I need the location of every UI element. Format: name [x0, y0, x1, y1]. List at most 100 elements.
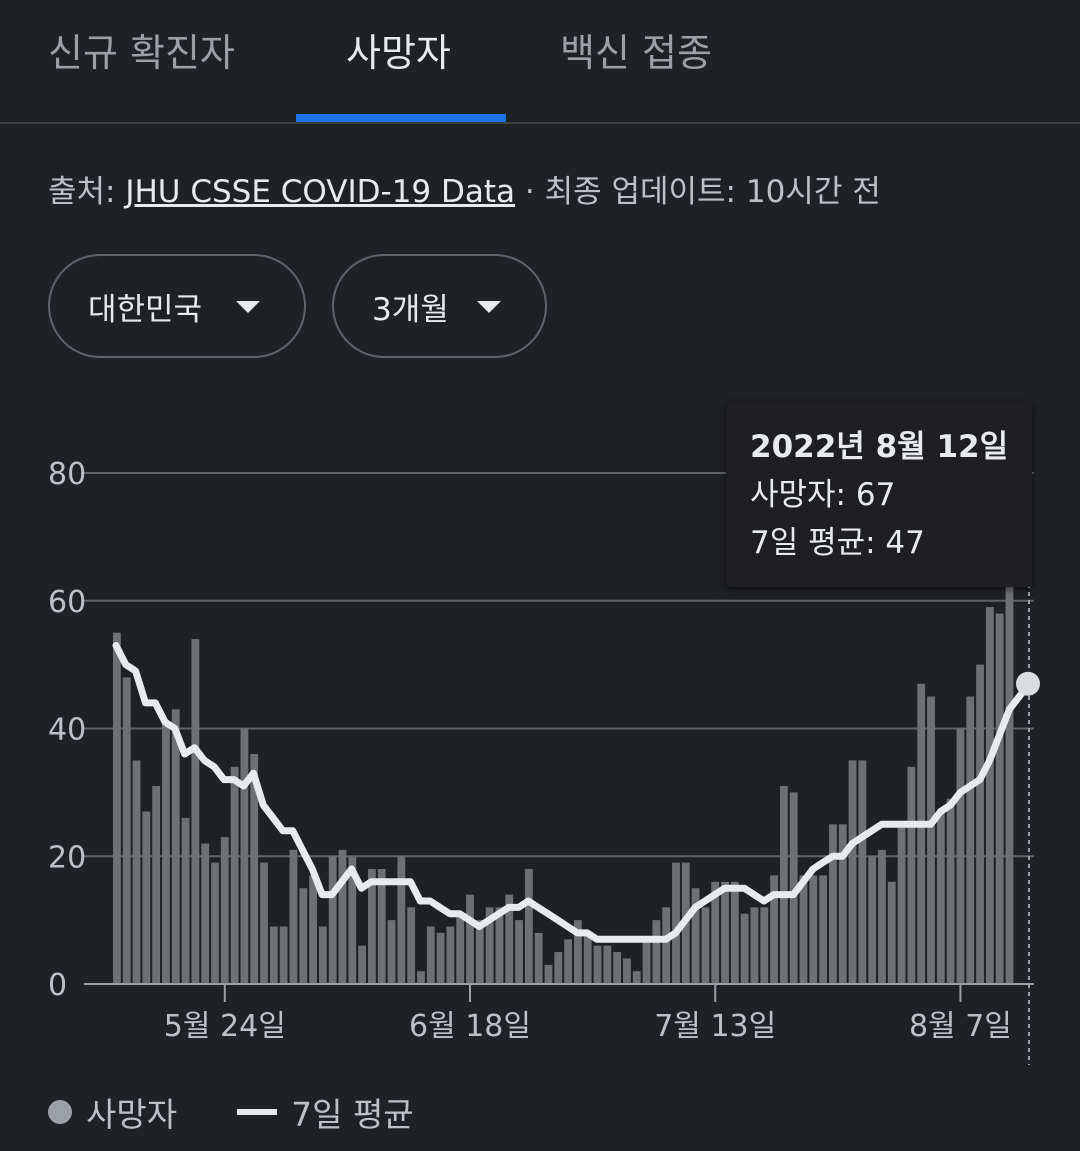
bar [838, 824, 847, 984]
source-link[interactable]: JHU CSSE COVID-19 Data [125, 174, 516, 210]
legend-average: 7일 평균 [291, 1095, 414, 1134]
bar [230, 766, 239, 984]
update-info: · 최종 업데이트: 10시간 전 [515, 174, 881, 210]
bar [368, 869, 376, 984]
bar [299, 888, 308, 984]
country-dropdown[interactable]: 대한민국 [48, 254, 306, 358]
bar [456, 913, 465, 984]
bar [515, 920, 523, 984]
bar [858, 760, 867, 984]
active-tab-indicator [296, 114, 506, 122]
tab-deaths[interactable]: 사망자 [346, 31, 451, 75]
x-tick-label: 6월 18일 [409, 1009, 531, 1044]
bar [887, 881, 896, 984]
bar [220, 837, 229, 984]
y-tick-label: 0 [48, 968, 67, 1003]
bar [966, 696, 975, 984]
bar [564, 939, 572, 984]
bar [269, 926, 278, 984]
bar [348, 856, 357, 984]
tooltip-average: 7일 평균: 47 [750, 525, 925, 561]
chart-tooltip: 2022년 8월 12일 사망자: 67 7일 평균: 47 [726, 403, 1032, 587]
bar [809, 875, 818, 984]
bar [544, 964, 553, 984]
bar [260, 862, 268, 984]
bar [691, 888, 700, 984]
x-tick-label: 5월 24일 [164, 1009, 286, 1044]
bar [191, 639, 200, 984]
bar [789, 792, 798, 984]
bar [829, 824, 837, 984]
bar [211, 862, 219, 984]
bar [917, 683, 926, 984]
y-tick-label: 40 [48, 713, 86, 748]
bar [711, 881, 720, 984]
tooltip-date: 2022년 8월 12일 [750, 429, 1009, 465]
chevron-down-icon [477, 301, 501, 313]
bar [642, 939, 651, 984]
source-prefix: 출처: [48, 174, 126, 210]
bar [397, 856, 406, 984]
y-tick-label: 60 [48, 585, 86, 620]
average-legend-line-icon [237, 1109, 278, 1115]
bar [603, 945, 612, 984]
bar [652, 920, 661, 984]
bar [583, 932, 592, 984]
bar [623, 958, 631, 984]
bar [152, 785, 161, 984]
bar [132, 760, 141, 984]
bar [662, 907, 671, 984]
bar [985, 607, 994, 984]
bar [289, 849, 298, 984]
country-label: 대한민국 [88, 291, 203, 328]
bar [250, 754, 259, 984]
bar [701, 907, 710, 984]
bar [142, 811, 151, 984]
bar [387, 920, 396, 984]
source-line: 출처: JHU CSSE COVID-19 Data · 최종 업데이트: 10… [48, 166, 881, 211]
bar [279, 926, 288, 984]
bar [927, 696, 935, 984]
bar [475, 920, 484, 984]
bar [721, 881, 729, 984]
bar [770, 875, 778, 984]
bar [946, 798, 955, 984]
bar [309, 875, 317, 984]
chart-legend: 사망자 7일 평균 [48, 1088, 414, 1136]
bar [201, 843, 210, 984]
bar [417, 971, 425, 984]
bar [436, 932, 445, 984]
bar [632, 971, 641, 984]
bar [554, 952, 563, 984]
bar [799, 875, 808, 984]
bar [318, 926, 327, 984]
tab-bar: 신규 확진자 사망자 백신 접종 [0, 0, 1080, 124]
period-label: 3개월 [372, 291, 449, 328]
bar [907, 766, 916, 984]
tooltip-deaths: 사망자: 67 [750, 477, 896, 513]
bar [750, 907, 759, 984]
bar [534, 932, 543, 984]
bar [407, 907, 416, 984]
bar [760, 907, 769, 984]
bar [466, 894, 474, 984]
y-tick-label: 20 [48, 840, 86, 875]
bar [740, 913, 749, 984]
bar [358, 945, 367, 984]
bar [1005, 556, 1014, 984]
bar [878, 849, 886, 984]
tab-new-cases[interactable]: 신규 확진자 [48, 31, 235, 75]
chevron-down-icon [236, 301, 260, 313]
deaths-chart[interactable]: 0 20 40 60 80 5월 24일 6월 18일 7월 13일 8월 7일 [0, 380, 1080, 1080]
bar [819, 875, 828, 984]
period-dropdown[interactable]: 3개월 [332, 254, 547, 358]
bar [485, 907, 494, 984]
deaths-legend-dot-icon [48, 1100, 72, 1124]
bar [446, 926, 455, 984]
bar [338, 849, 347, 984]
bar [574, 920, 582, 984]
x-tick-label: 8월 7일 [909, 1009, 1012, 1044]
tab-vaccination[interactable]: 백신 접종 [560, 31, 712, 75]
bar [426, 926, 435, 984]
bar [171, 709, 180, 984]
